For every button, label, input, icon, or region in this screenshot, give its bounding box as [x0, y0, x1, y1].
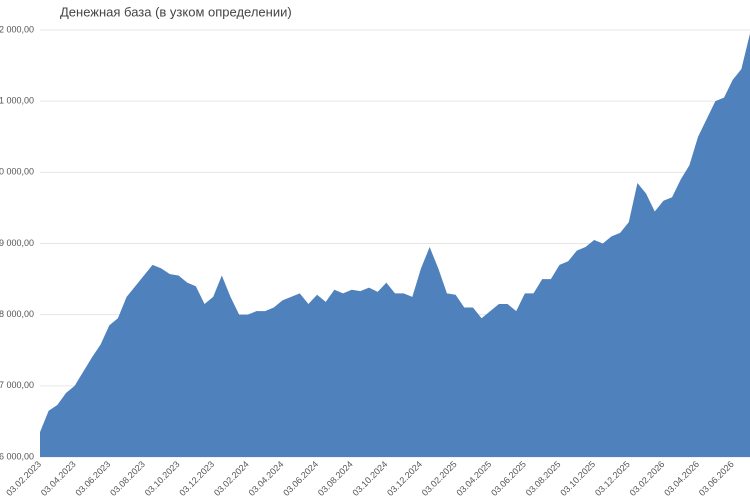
area [40, 33, 750, 457]
y-tick-label: 21 000,00 [0, 96, 34, 106]
x-tick-label: 03.10.2024 [351, 459, 390, 498]
x-tick-label: 03.08.2025 [524, 459, 563, 498]
x-tick-label: 03.12.2025 [593, 459, 632, 498]
x-tick-label: 03.08.2023 [108, 459, 147, 498]
x-tick-label: 03.04.2023 [39, 459, 78, 498]
x-tick-label: 03.02.2023 [4, 459, 43, 498]
x-tick-label: 03.06.2024 [281, 459, 320, 498]
y-tick-label: 18 000,00 [0, 309, 34, 319]
x-tick-label: 03.04.2025 [454, 459, 493, 498]
x-tick-label: 03.08.2024 [316, 459, 355, 498]
chart-title: Денежная база (в узком определении) [60, 4, 292, 19]
y-tick-label: 17 000,00 [0, 380, 34, 390]
x-tick-label: 03.10.2025 [558, 459, 597, 498]
x-tick-label: 03.10.2023 [143, 459, 182, 498]
x-tick-label: 03.02.2025 [420, 459, 459, 498]
x-tick-label: 03.04.2024 [247, 459, 286, 498]
y-tick-label: 20 000,00 [0, 167, 34, 177]
x-tick-label: 03.06.2025 [489, 459, 528, 498]
x-tick-label: 03.06.2023 [73, 459, 112, 498]
y-tick-label: 19 000,00 [0, 238, 34, 248]
y-tick-label: 16 000,00 [0, 451, 34, 461]
x-tick-label: 03.12.2023 [177, 459, 216, 498]
x-tick-label: 03.02.2024 [212, 459, 251, 498]
x-tick-label: 03.02.2026 [628, 459, 667, 498]
y-tick-label: 22 000,00 [0, 24, 34, 34]
x-tick-label: 03.06.2026 [697, 459, 736, 498]
x-tick-label: 03.12.2024 [385, 459, 424, 498]
x-tick-label: 03.04.2026 [662, 459, 701, 498]
